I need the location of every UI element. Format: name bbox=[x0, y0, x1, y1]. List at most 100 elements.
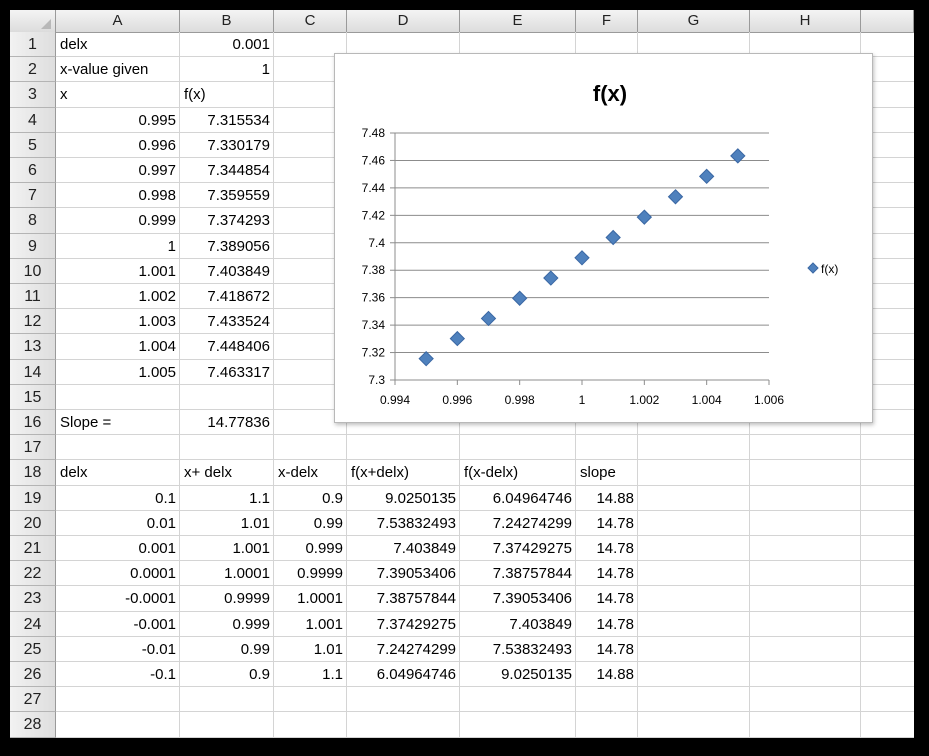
cell-e23[interactable]: 7.39053406 bbox=[492, 590, 572, 608]
cell-b10[interactable]: 7.403849 bbox=[207, 262, 270, 280]
row-header-27[interactable]: 27 bbox=[10, 687, 56, 713]
column-header-d[interactable]: D bbox=[347, 10, 460, 32]
row-header-28[interactable]: 28 bbox=[10, 712, 56, 738]
cell-c24[interactable]: 1.001 bbox=[305, 615, 343, 633]
row-header-25[interactable]: 25 bbox=[10, 636, 56, 662]
cell-a2[interactable]: x-value given bbox=[60, 61, 149, 79]
cell-a18[interactable]: delx bbox=[60, 464, 88, 482]
cell-e22[interactable]: 7.38757844 bbox=[492, 565, 572, 583]
cell-a6[interactable]: 0.997 bbox=[138, 162, 176, 179]
cell-b11[interactable]: 7.418672 bbox=[207, 288, 270, 305]
cell-a22[interactable]: 0.0001 bbox=[130, 565, 176, 583]
cell-f21[interactable]: 14.78 bbox=[596, 540, 634, 557]
row-header-17[interactable]: 17 bbox=[10, 435, 56, 461]
row-header-13[interactable]: 13 bbox=[10, 334, 56, 360]
row-header-6[interactable]: 6 bbox=[10, 158, 56, 184]
cell-e20[interactable]: 7.24274299 bbox=[492, 514, 572, 532]
cell-b9[interactable]: 7.389056 bbox=[207, 237, 270, 255]
row-header-22[interactable]: 22 bbox=[10, 561, 56, 587]
cell-b13[interactable]: 7.448406 bbox=[207, 338, 270, 356]
column-header-c[interactable]: C bbox=[274, 10, 347, 32]
row-header-19[interactable]: 19 bbox=[10, 485, 56, 511]
cell-d23[interactable]: 7.38757844 bbox=[376, 590, 456, 608]
cell-c22[interactable]: 0.9999 bbox=[297, 565, 343, 583]
cell-b4[interactable]: 7.315534 bbox=[207, 111, 270, 129]
row-header-18[interactable]: 18 bbox=[10, 460, 56, 486]
cell-b3[interactable]: f(x) bbox=[184, 86, 206, 104]
cell-c25[interactable]: 1.01 bbox=[313, 640, 343, 658]
row-header-23[interactable]: 23 bbox=[10, 586, 56, 612]
cell-c20[interactable]: 0.99 bbox=[313, 514, 343, 532]
cell-b14[interactable]: 7.463317 bbox=[207, 363, 270, 381]
cell-a13[interactable]: 1.004 bbox=[138, 338, 176, 356]
cell-a14[interactable]: 1.005 bbox=[138, 363, 176, 381]
cell-b1[interactable]: 0.001 bbox=[232, 36, 270, 53]
cell-e24[interactable]: 7.403849 bbox=[509, 615, 572, 633]
cell-a10[interactable]: 1.001 bbox=[138, 262, 176, 280]
cell-b8[interactable]: 7.374293 bbox=[207, 212, 270, 230]
cell-b21[interactable]: 1.001 bbox=[232, 540, 270, 557]
cell-d19[interactable]: 9.0250135 bbox=[385, 489, 456, 507]
cell-c21[interactable]: 0.999 bbox=[305, 540, 343, 557]
cell-a9[interactable]: 1 bbox=[167, 237, 176, 255]
row-header-11[interactable]: 11 bbox=[10, 284, 56, 310]
cell-d20[interactable]: 7.53832493 bbox=[376, 514, 456, 532]
cell-d24[interactable]: 7.37429275 bbox=[376, 615, 456, 633]
cell-e25[interactable]: 7.53832493 bbox=[492, 640, 572, 658]
cell-b22[interactable]: 1.0001 bbox=[224, 565, 270, 583]
cell-a5[interactable]: 0.996 bbox=[138, 136, 176, 154]
row-header-12[interactable]: 12 bbox=[10, 309, 56, 335]
cell-a25[interactable]: -0.01 bbox=[141, 640, 176, 658]
cell-b2[interactable]: 1 bbox=[261, 61, 270, 79]
cell-d21[interactable]: 7.403849 bbox=[393, 540, 456, 557]
cell-d18[interactable]: f(x+delx) bbox=[351, 464, 409, 482]
cell-c26[interactable]: 1.1 bbox=[322, 666, 343, 683]
cell-c23[interactable]: 1.0001 bbox=[297, 590, 343, 608]
select-all-corner[interactable] bbox=[10, 10, 56, 32]
row-header-21[interactable]: 21 bbox=[10, 536, 56, 562]
cell-e26[interactable]: 9.0250135 bbox=[501, 666, 572, 683]
cell-b12[interactable]: 7.433524 bbox=[207, 313, 270, 331]
cell-c19[interactable]: 0.9 bbox=[322, 489, 343, 507]
cell-a11[interactable]: 1.002 bbox=[138, 288, 176, 305]
row-header-4[interactable]: 4 bbox=[10, 107, 56, 133]
cell-d22[interactable]: 7.39053406 bbox=[376, 565, 456, 583]
cell-a3[interactable]: x bbox=[60, 86, 68, 104]
cell-b18[interactable]: x+ delx bbox=[184, 464, 232, 482]
row-header-16[interactable]: 16 bbox=[10, 410, 56, 436]
row-header-1[interactable]: 1 bbox=[10, 32, 56, 58]
row-header-24[interactable]: 24 bbox=[10, 611, 56, 637]
row-header-14[interactable]: 14 bbox=[10, 359, 56, 385]
column-header-g[interactable]: G bbox=[638, 10, 750, 32]
cell-b23[interactable]: 0.9999 bbox=[224, 590, 270, 608]
row-header-5[interactable]: 5 bbox=[10, 132, 56, 158]
cell-a24[interactable]: -0.001 bbox=[133, 615, 176, 633]
cell-c18[interactable]: x-delx bbox=[278, 464, 319, 482]
row-header-26[interactable]: 26 bbox=[10, 662, 56, 688]
cell-a7[interactable]: 0.998 bbox=[138, 187, 176, 205]
scatter-chart[interactable]: f(x) 7.3 7.32 7.34 7.36 7.38 7.4 7.42 7.44 7.46 7.… bbox=[334, 53, 873, 423]
cell-f18[interactable]: slope bbox=[580, 464, 616, 482]
cell-b19[interactable]: 1.1 bbox=[249, 489, 270, 507]
cell-d26[interactable]: 6.04964746 bbox=[376, 666, 456, 683]
cell-b5[interactable]: 7.330179 bbox=[207, 136, 270, 154]
column-header-e[interactable]: E bbox=[460, 10, 576, 32]
cell-f19[interactable]: 14.88 bbox=[596, 489, 634, 507]
cell-b16[interactable]: 14.77836 bbox=[207, 414, 270, 431]
cell-a16[interactable]: Slope = bbox=[60, 414, 112, 431]
cell-f25[interactable]: 14.78 bbox=[596, 640, 634, 658]
cell-f26[interactable]: 14.88 bbox=[596, 666, 634, 683]
column-header-f[interactable]: F bbox=[576, 10, 638, 32]
cell-e19[interactable]: 6.04964746 bbox=[492, 489, 572, 507]
cell-a23[interactable]: -0.0001 bbox=[125, 590, 176, 608]
row-header-20[interactable]: 20 bbox=[10, 510, 56, 536]
cell-a8[interactable]: 0.999 bbox=[138, 212, 176, 230]
column-header-b[interactable]: B bbox=[180, 10, 274, 32]
cell-a26[interactable]: -0.1 bbox=[150, 666, 176, 683]
row-header-3[interactable]: 3 bbox=[10, 82, 56, 108]
cell-b7[interactable]: 7.359559 bbox=[207, 187, 270, 205]
cell-b26[interactable]: 0.9 bbox=[249, 666, 270, 683]
cell-f24[interactable]: 14.78 bbox=[596, 615, 634, 633]
cell-f23[interactable]: 14.78 bbox=[596, 590, 634, 608]
